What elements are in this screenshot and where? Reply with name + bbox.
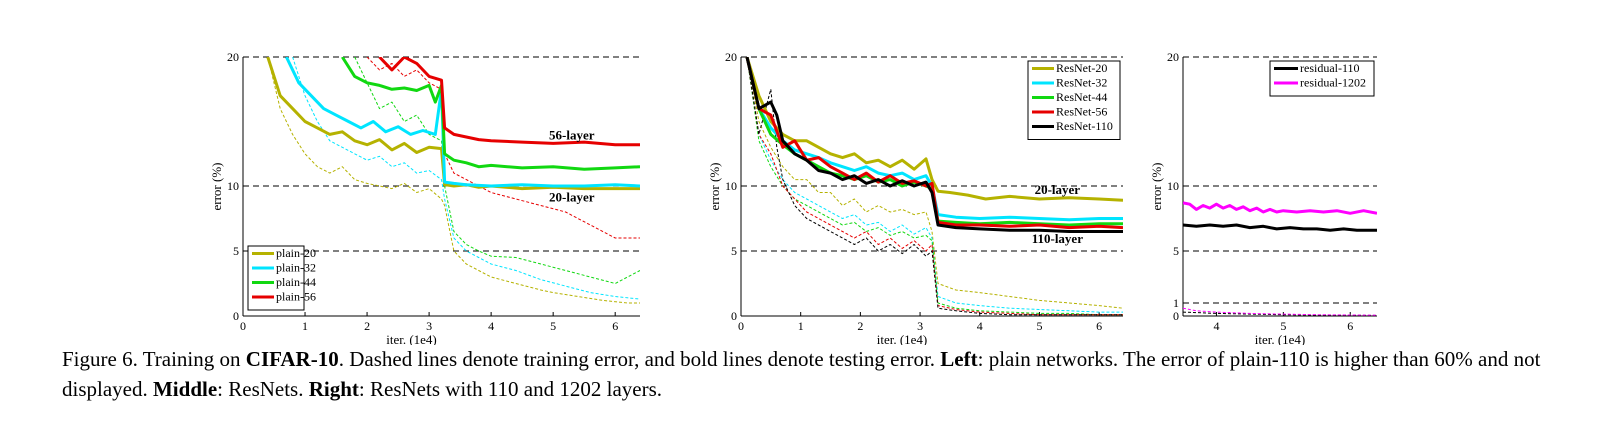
annotation-label: 20-layer (549, 190, 595, 205)
y-axis-label: error (%) (1149, 163, 1164, 211)
y-tick-label: 0 (731, 309, 737, 323)
annotation-label: 56-layer (549, 128, 595, 143)
right-deep-panel: 4 5 6 01 5 10 20 iter. (1e4) error (%) residual-1… (1149, 50, 1377, 345)
caption-text-3: : ResNets. (217, 377, 309, 401)
series-plain-56-dashed (366, 57, 640, 239)
caption-figure-label: Figure 6. Training on (62, 347, 246, 371)
x-tick-label: 2 (364, 319, 370, 333)
y-tick-label: 5 (1173, 244, 1179, 258)
x-tick-label: 6 (1096, 319, 1102, 333)
caption-text-4: : ResNets with 110 and 1202 layers. (358, 377, 663, 401)
middle-resnet-panel: 0 1 2 3 4 5 6 0 5 10 20 iter. (1e4) error (%) 20-laye… (707, 50, 1123, 345)
legend-box (1269, 60, 1375, 97)
legend-label-residual-110: residual-110 (1300, 61, 1360, 75)
y-tick-label: 20 (227, 50, 239, 64)
y-tick-label: 0 (1173, 309, 1179, 323)
legend-label-ResNet-20: ResNet-20 (1056, 61, 1107, 75)
legend-label-ResNet-44: ResNet-44 (1056, 90, 1107, 104)
legend-box (247, 245, 305, 311)
series-ResNet-110-bold (745, 57, 1123, 233)
x-axis-label: iter. (1e4) (1255, 332, 1306, 345)
y-tick-label: 5 (233, 244, 239, 258)
middle-resnet-series (745, 57, 1123, 316)
legend-label-plain-32: plain-32 (276, 261, 316, 275)
y-tick-label: 10 (725, 179, 737, 193)
x-tick-label: 5 (1036, 319, 1042, 333)
series-plain-44-bold (341, 57, 640, 171)
x-tick-label: 2 (857, 319, 863, 333)
right-deep-series (1183, 201, 1377, 316)
x-tick-label: 0 (738, 319, 744, 333)
y-tick-label: 0 (233, 309, 239, 323)
caption-right-label: Right (308, 377, 359, 401)
series-plain-32-dashed (292, 57, 640, 300)
figure-caption: Figure 6. Training on CIFAR-10. Dashed l… (62, 344, 1562, 404)
x-axis-label: iter. (1e4) (877, 332, 928, 345)
series-residual-1202-dashed (1183, 307, 1377, 316)
x-axis-label: iter. (1e4) (386, 332, 437, 345)
legend-label-plain-44: plain-44 (276, 275, 316, 289)
series-ResNet-32-dashed (746, 57, 1123, 313)
y-tick-label: 10 (227, 179, 239, 193)
x-tick-label: 0 (240, 319, 246, 333)
series-ResNet-56-bold (745, 57, 1123, 230)
series-plain-56-bold (378, 57, 640, 147)
y-axis-label: error (%) (209, 163, 224, 211)
y-tick-label: 20 (725, 50, 737, 64)
x-tick-label: 3 (917, 319, 923, 333)
y-tick-label: 5 (731, 244, 737, 258)
x-tick-label: 4 (1213, 319, 1219, 333)
series-ResNet-20-bold (745, 57, 1123, 202)
x-tick-label: 4 (488, 319, 494, 333)
caption-left-label: Left (940, 347, 978, 371)
annotation-label: 110-layer (1032, 231, 1083, 246)
series-plain-44-dashed (354, 57, 640, 284)
x-tick-label: 1 (798, 319, 804, 333)
series-residual-1202-bold (1183, 201, 1377, 215)
y-tick-label: 1 (1173, 296, 1179, 310)
series-residual-110-bold (1183, 223, 1377, 232)
legend-label-residual-1202: residual-1202 (1300, 76, 1366, 90)
series-plain-20-dashed (267, 57, 640, 304)
x-tick-label: 3 (426, 319, 432, 333)
left-plain-series (266, 57, 640, 304)
left-plain-panel: 0 1 2 3 4 5 6 0 5 10 20 iter. (1e4) error (%) 56-laye… (209, 50, 640, 345)
caption-dataset: CIFAR-10 (245, 347, 339, 371)
x-tick-label: 1 (302, 319, 308, 333)
x-tick-label: 5 (1280, 319, 1286, 333)
legend-label-ResNet-110: ResNet-110 (1056, 119, 1113, 133)
legend-label-ResNet-56: ResNet-56 (1056, 105, 1107, 119)
annotation-label: 20-layer (1035, 182, 1081, 197)
y-tick-label: 10 (1167, 179, 1179, 193)
y-axis-label: error (%) (707, 163, 722, 211)
caption-middle-label: Middle (152, 377, 218, 401)
caption-text-2: : plain networks. The error of plain-110… (62, 347, 1541, 401)
series-ResNet-110-dashed (746, 57, 1123, 316)
legend-label-ResNet-32: ResNet-32 (1056, 76, 1107, 90)
series-plain-20-bold (266, 57, 640, 191)
x-tick-label: 5 (550, 319, 556, 333)
legend-label-plain-56: plain-56 (276, 290, 316, 304)
series-ResNet-20-dashed (746, 57, 1123, 309)
x-tick-label: 6 (612, 319, 618, 333)
legend-label-plain-20: plain-20 (276, 246, 316, 260)
x-tick-label: 6 (1347, 319, 1353, 333)
series-plain-32-bold (285, 57, 640, 188)
series-ResNet-44-dashed (746, 57, 1123, 316)
x-tick-label: 4 (977, 319, 983, 333)
y-tick-label: 20 (1167, 50, 1179, 64)
caption-text-1: . Dashed lines denote training error, an… (338, 347, 941, 371)
